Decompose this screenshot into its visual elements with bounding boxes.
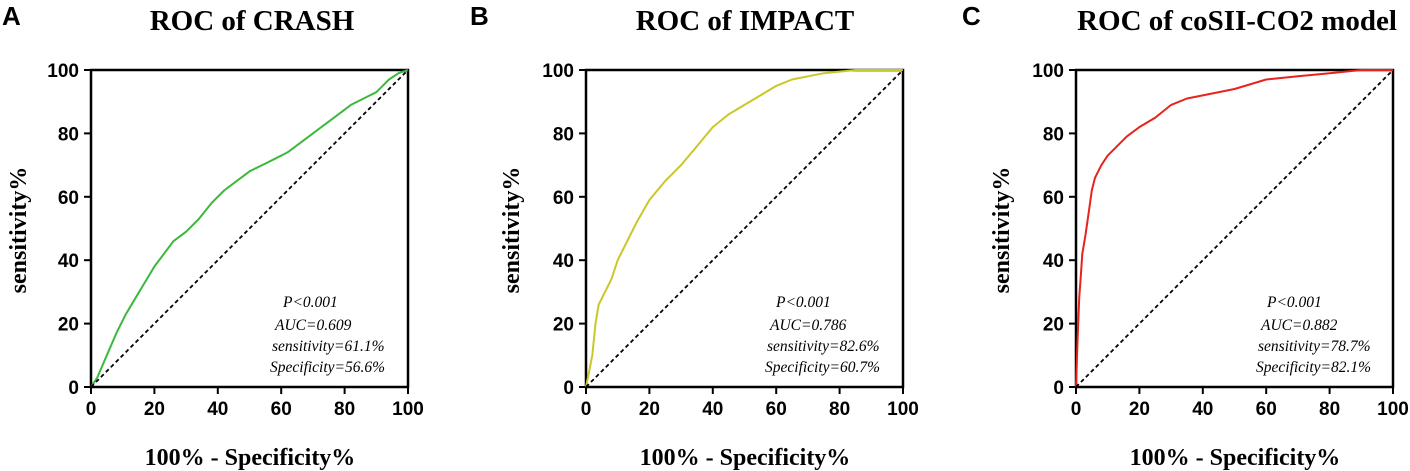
annotation-p-value-b: P<0.001 xyxy=(775,294,831,311)
annotation-specificity-b: Specificity=60.7% xyxy=(765,359,880,376)
panel-label-c: C xyxy=(962,1,981,31)
annotation-sensitivity-c: sensitivity=78.7% xyxy=(1258,338,1371,355)
y-tick-label-a: 40 xyxy=(58,251,79,272)
roc-curve-c xyxy=(1075,69,1393,388)
x-tick-label-a: 40 xyxy=(207,399,228,420)
plot-area-a: 0 20 40 60 80 100 0 20 40 60 80 100 xyxy=(47,61,424,420)
y-tick-label-a: 60 xyxy=(58,188,79,209)
panel-label-b: B xyxy=(470,1,489,31)
x-tick-label-b: 100 xyxy=(887,399,919,420)
annotation-auc-c: AUC=0.882 xyxy=(1260,317,1338,334)
x-tick-label-c: 80 xyxy=(1319,399,1340,420)
panel-b: B ROC of IMPACT 100% - Specificity% sens… xyxy=(470,1,919,471)
y-tick-label-c: 0 xyxy=(1053,378,1064,399)
annotation-auc-a: AUC=0.609 xyxy=(274,317,352,334)
panel-a: A ROC of CRASH 100% - Specificity% sensi… xyxy=(2,1,424,471)
x-tick-label-a: 80 xyxy=(334,399,355,420)
annotation-sensitivity-b: sensitivity=82.6% xyxy=(767,338,880,355)
plot-area-c: 0 20 40 60 80 100 0 20 40 60 80 100 xyxy=(1032,61,1409,420)
chart-title-b: ROC of IMPACT xyxy=(636,5,855,37)
x-tick-label-c: 0 xyxy=(1071,399,1082,420)
y-tick-label-c: 60 xyxy=(1043,188,1064,209)
annotation-specificity-a: Specificity=56.6% xyxy=(270,359,385,376)
y-tick-label-a: 80 xyxy=(58,124,79,145)
x-tick-label-c: 60 xyxy=(1256,399,1277,420)
reference-line-c xyxy=(1075,69,1394,388)
x-tick-label-a: 100 xyxy=(392,399,424,420)
panel-c: C ROC of coSII-CO2 model 100% - Specific… xyxy=(962,1,1409,471)
annotation-sensitivity-a: sensitivity=61.1% xyxy=(272,338,385,355)
chart-title-c: ROC of coSII-CO2 model xyxy=(1077,5,1397,37)
y-axis-title-b: sensitivity% xyxy=(499,167,525,294)
y-tick-label-c: 80 xyxy=(1043,124,1064,145)
y-tick-label-b: 60 xyxy=(553,188,574,209)
roc-curve-a xyxy=(90,69,409,388)
x-axis-title-a: 100% - Specificity% xyxy=(145,445,356,471)
x-tick-label-a: 20 xyxy=(144,399,165,420)
plot-frame-c xyxy=(1074,68,1395,389)
x-tick-label-a: 0 xyxy=(86,399,97,420)
y-tick-label-c: 20 xyxy=(1043,315,1064,336)
x-tick-label-c: 20 xyxy=(1129,399,1150,420)
roc-curve-b xyxy=(585,69,903,388)
x-tick-label-c: 40 xyxy=(1192,399,1213,420)
reference-line-b xyxy=(585,69,904,388)
y-tick-label-a: 100 xyxy=(47,61,79,82)
y-axis-title-c: sensitivity% xyxy=(989,167,1015,294)
x-tick-label-c: 100 xyxy=(1377,399,1409,420)
reference-line-a xyxy=(90,69,409,388)
y-tick-label-a: 0 xyxy=(68,378,79,399)
y-tick-label-b: 0 xyxy=(563,378,574,399)
y-tick-label-c: 40 xyxy=(1043,251,1064,272)
annotation-p-value-c: P<0.001 xyxy=(1266,294,1322,311)
annotation-auc-b: AUC=0.786 xyxy=(769,317,847,334)
chart-title-a: ROC of CRASH xyxy=(150,5,355,37)
x-tick-label-b: 0 xyxy=(581,399,592,420)
y-axis-title-a: sensitivity% xyxy=(6,167,32,294)
y-tick-label-b: 100 xyxy=(542,61,574,82)
plot-area-b: 0 20 40 60 80 100 0 20 40 60 80 100 xyxy=(542,61,919,420)
x-tick-label-b: 20 xyxy=(639,399,660,420)
x-tick-label-b: 60 xyxy=(766,399,787,420)
x-tick-label-b: 80 xyxy=(829,399,850,420)
x-axis-title-c: 100% - Specificity% xyxy=(1130,445,1341,471)
x-axis-title-b: 100% - Specificity% xyxy=(640,445,851,471)
x-tick-label-b: 40 xyxy=(702,399,723,420)
y-tick-label-b: 20 xyxy=(553,315,574,336)
plot-frame-a xyxy=(89,68,410,389)
y-tick-label-b: 80 xyxy=(553,124,574,145)
y-tick-label-c: 100 xyxy=(1032,61,1064,82)
x-tick-label-a: 60 xyxy=(271,399,292,420)
annotation-specificity-c: Specificity=82.1% xyxy=(1256,359,1371,376)
y-tick-label-a: 20 xyxy=(58,315,79,336)
panel-label-a: A xyxy=(2,1,21,31)
y-tick-label-b: 40 xyxy=(553,251,574,272)
plot-frame-b xyxy=(584,68,905,389)
annotation-p-value-a: P<0.001 xyxy=(282,294,338,311)
